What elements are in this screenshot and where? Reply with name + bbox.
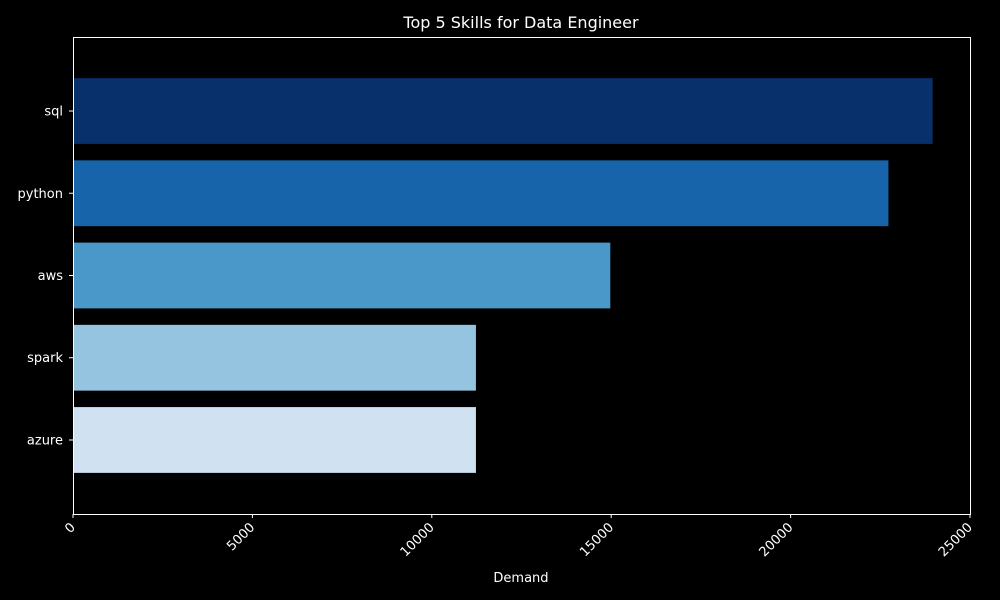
x-axis: 0 5000 10000 15000 20000 25000 [62, 514, 976, 560]
y-tick-label-sql: sql [44, 105, 63, 120]
y-axis: sql python aws spark azure [18, 105, 73, 448]
chart-title: Top 5 Skills for Data Engineer [402, 13, 639, 32]
plot-frame [73, 37, 971, 515]
bar-aws [73, 242, 611, 309]
x-tick-label-15000: 15000 [577, 520, 617, 560]
y-tick-label-aws: aws [38, 269, 64, 284]
x-tick-label-20000: 20000 [757, 520, 797, 560]
bar-python [73, 160, 889, 227]
bar-sql [73, 78, 933, 144]
bar-spark [73, 324, 476, 391]
y-tick-label-azure: azure [27, 433, 63, 448]
bar-azure [73, 407, 476, 473]
x-tick-label-0: 0 [62, 520, 78, 536]
y-tick-label-spark: spark [27, 351, 63, 366]
x-tick-label-25000: 25000 [936, 520, 976, 560]
y-tick-label-python: python [18, 187, 63, 202]
x-axis-label: Demand [493, 571, 548, 586]
bars-group [73, 78, 933, 473]
x-tick-label-5000: 5000 [224, 520, 258, 554]
x-tick-label-10000: 10000 [398, 520, 438, 560]
